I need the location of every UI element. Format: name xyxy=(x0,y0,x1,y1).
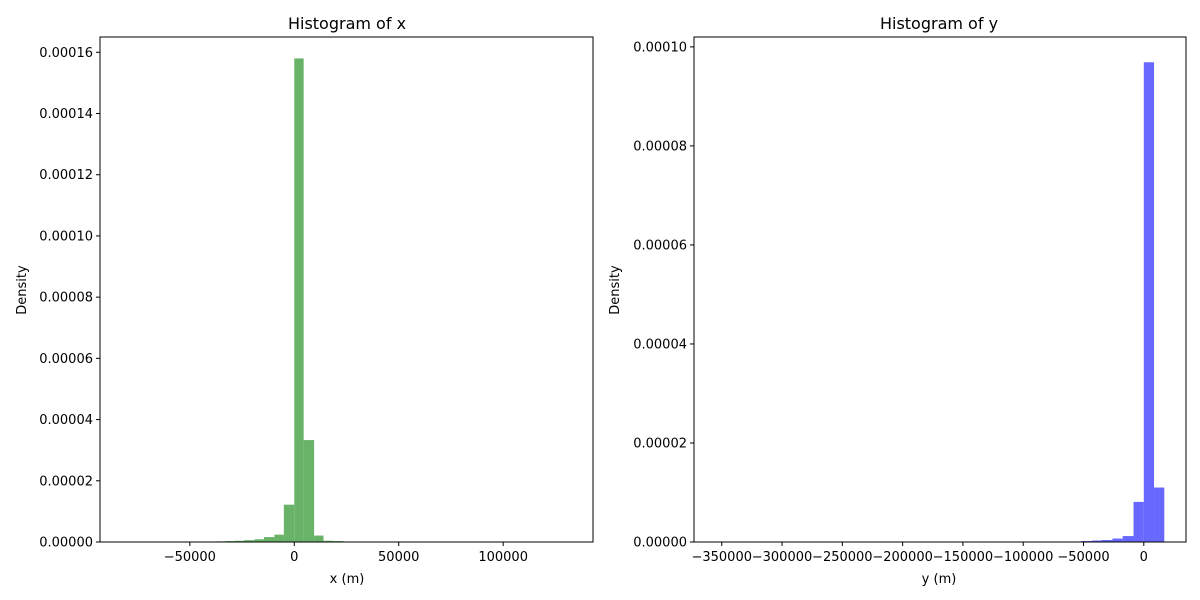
histogram-x-bar xyxy=(294,58,304,543)
histogram-x-bar xyxy=(274,534,284,542)
histogram-x-xtick-label: 50000 xyxy=(378,550,419,565)
histogram-y-axes-frame xyxy=(693,36,1187,543)
histogram-x-ytick-label: 0.00000 xyxy=(39,536,93,551)
histogram-y-bar xyxy=(1143,62,1155,542)
histogram-x-bar xyxy=(263,537,275,542)
histogram-x-bar xyxy=(254,539,264,542)
histogram-y-bar xyxy=(1101,540,1113,542)
histogram-x-bar xyxy=(303,440,315,542)
histogram-y-xtick-label: −50000 xyxy=(1057,550,1109,565)
histogram-x-ytick-label: 0.00004 xyxy=(39,413,93,428)
histogram-x-ylabel: Density xyxy=(15,265,30,315)
histogram-y-ticks: −350000 −300000 −250000 −200000 −150000 −1000… xyxy=(633,40,1148,565)
histogram-y-bar xyxy=(1133,501,1144,542)
histogram-x-ytick-label: 0.00016 xyxy=(39,46,93,61)
histogram-y-xtick-label: −250000 xyxy=(812,550,873,565)
histogram-y-xtick-label: −150000 xyxy=(933,550,994,565)
histogram-y-xtick-label: 0 xyxy=(1140,550,1148,565)
histogram-y-bar xyxy=(1122,536,1134,542)
histogram-x-ytick-label: 0.00012 xyxy=(39,168,93,183)
histogram-y-xlabel: y (m) xyxy=(922,572,957,587)
histogram-y-ylabel: Density xyxy=(608,265,623,315)
histogram-x-bar xyxy=(323,540,333,542)
histogram-x-bar xyxy=(283,504,295,542)
histogram-y-panel: Histogram of y −350000 −300000 −250000 −200… xyxy=(608,14,1187,587)
histogram-y-bar xyxy=(1154,487,1165,542)
histogram-x-ytick-label: 0.00008 xyxy=(39,291,93,306)
histogram-x-ytick-label: 0.00014 xyxy=(39,107,93,122)
histogram-y-ytick-label: 0.00002 xyxy=(633,436,687,451)
histogram-x-ticks: −50000 0 50000 100000 0.00000 0.00002 0.00004 0… xyxy=(39,46,528,565)
histogram-y-xtick-label: −350000 xyxy=(691,550,752,565)
histogram-y-xtick-label: −100000 xyxy=(993,550,1054,565)
histogram-y-xtick-label: −300000 xyxy=(752,550,813,565)
histogram-y-title: Histogram of y xyxy=(880,14,998,33)
histogram-y-ytick-label: 0.00008 xyxy=(633,139,687,154)
histogram-y-bar xyxy=(1091,540,1102,542)
histogram-x-panel: Histogram of x −50000 0 50000 100000 0.00000… xyxy=(15,14,594,587)
histogram-y-ytick-label: 0.00004 xyxy=(633,337,687,352)
histogram-x-xtick-label: 100000 xyxy=(478,550,528,565)
histogram-y-ytick-label: 0.00010 xyxy=(633,40,687,55)
histogram-x-xtick-label: 0 xyxy=(290,550,298,565)
histogram-x-bar xyxy=(314,535,324,542)
histogram-x-bar xyxy=(234,540,245,542)
histogram-y-ytick-label: 0.00006 xyxy=(633,238,687,253)
histogram-x-axes-frame xyxy=(99,36,594,543)
histogram-x-xlabel: x (m) xyxy=(330,572,365,587)
histogram-x-bar xyxy=(244,540,255,542)
histogram-y-bar xyxy=(1112,538,1123,542)
histogram-x-ytick-label: 0.00006 xyxy=(39,352,93,367)
histogram-x-ytick-label: 0.00002 xyxy=(39,474,93,489)
histogram-y-ytick-label: 0.00000 xyxy=(633,536,687,551)
histogram-x-xtick-label: −50000 xyxy=(164,550,216,565)
histogram-x-title: Histogram of x xyxy=(288,14,406,33)
histogram-y-xtick-label: −200000 xyxy=(872,550,933,565)
histogram-x-ytick-label: 0.00010 xyxy=(39,229,93,244)
